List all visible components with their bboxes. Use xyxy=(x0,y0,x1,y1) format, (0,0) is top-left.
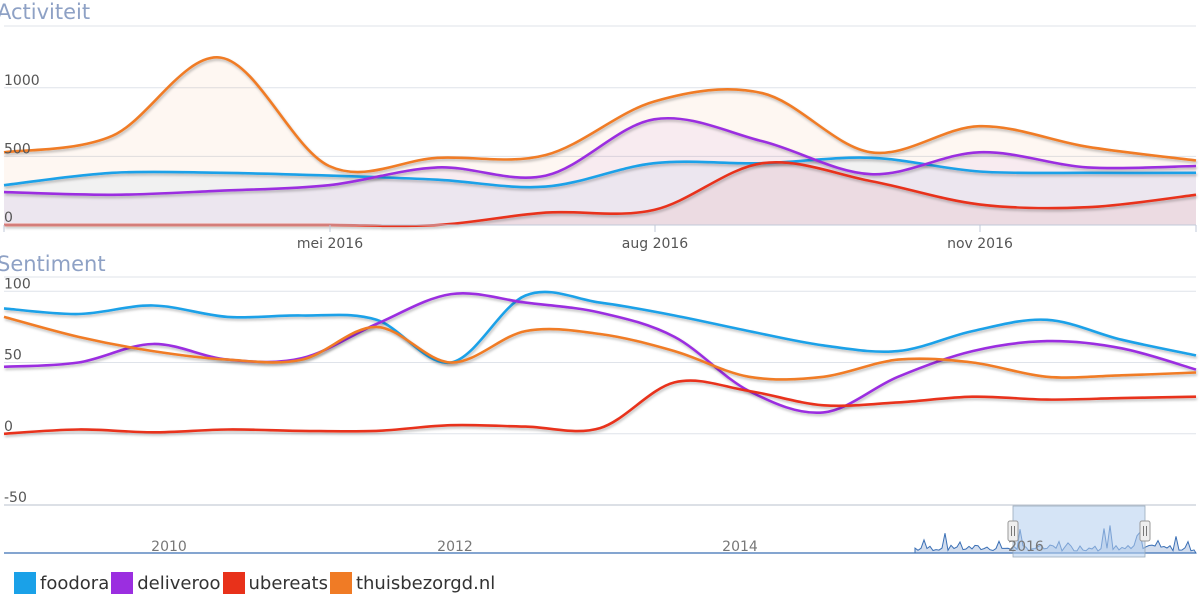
activity-area-ubereats xyxy=(4,162,1196,226)
sentiment-lines xyxy=(3,290,1197,436)
activity-y-ticks: 0 500 1000 xyxy=(4,73,40,226)
activity-panel-title: Activiteit xyxy=(0,0,90,24)
activity-x-tick: mei 2016 xyxy=(297,236,363,252)
navigator-x-tick: 2016 xyxy=(1008,539,1044,555)
sentiment-line-thuisbezorgdnl[interactable] xyxy=(3,315,1197,381)
legend-swatch-ubereats xyxy=(222,572,245,594)
legend-item-foodora[interactable]: foodora xyxy=(14,572,111,594)
navigator-x-ticks: 2010 2012 2014 2016 xyxy=(151,539,1044,555)
sentiment-grid xyxy=(4,276,1196,506)
navigator-handle-right[interactable] xyxy=(1139,520,1151,542)
legend-label-deliveroo: deliveroo xyxy=(137,572,221,594)
sentiment-y-tick: 0 xyxy=(4,419,13,435)
legend-label-thuisbezorgd: thuisbezorgd.nl xyxy=(355,572,496,594)
activity-area-thuisbezorgdnl xyxy=(4,57,1196,226)
sentiment-y-tick: 50 xyxy=(4,348,22,364)
sentiment-panel-title: Sentiment xyxy=(0,252,106,276)
sentiment-line-ubereats[interactable] xyxy=(3,379,1197,436)
activity-area-foodora xyxy=(4,157,1196,225)
activity-y-tick: 0 xyxy=(4,210,13,226)
legend-item-ubereats[interactable]: ubereats xyxy=(222,572,330,594)
navigator-x-tick: 2010 xyxy=(151,539,187,555)
navigator-handle-left[interactable] xyxy=(1007,520,1019,542)
legend: foodora deliveroo ubereats thuisbezorgd.… xyxy=(14,569,497,597)
activity-line-deliveroo[interactable] xyxy=(3,117,1197,197)
activity-line-thuisbezorgdnl[interactable] xyxy=(3,56,1197,174)
activity-areas xyxy=(4,57,1196,226)
activity-y-tick: 500 xyxy=(4,141,31,157)
legend-swatch-deliveroo xyxy=(111,572,134,594)
activity-x-ticks: mei 2016 aug 2016 nov 2016 xyxy=(3,225,1197,252)
activity-x-tick: aug 2016 xyxy=(622,236,689,252)
sentiment-line-foodora[interactable] xyxy=(3,290,1197,364)
legend-item-thuisbezorgd[interactable]: thuisbezorgd.nl xyxy=(329,572,497,594)
legend-item-deliveroo[interactable]: deliveroo xyxy=(111,572,222,594)
activity-y-tick: 1000 xyxy=(4,73,40,89)
activity-line-foodora[interactable] xyxy=(3,156,1197,189)
legend-label-foodora: foodora xyxy=(40,572,110,594)
sentiment-y-tick: -50 xyxy=(4,490,27,506)
legend-swatch-thuisbezorgd xyxy=(329,572,352,594)
navigator[interactable]: 2010 2012 2014 2016 xyxy=(4,505,1197,558)
navigator-x-tick: 2014 xyxy=(722,539,758,555)
sentiment-y-tick: 100 xyxy=(4,276,31,292)
activity-area-deliveroo xyxy=(4,118,1196,225)
navigator-x-tick: 2012 xyxy=(437,539,473,555)
legend-label-ubereats: ubereats xyxy=(248,572,328,594)
activity-x-tick: nov 2016 xyxy=(947,236,1013,252)
legend-swatch-foodora xyxy=(14,572,36,594)
sentiment-y-ticks: -50 0 50 100 xyxy=(4,276,31,506)
sentiment-line-deliveroo[interactable] xyxy=(3,292,1197,415)
